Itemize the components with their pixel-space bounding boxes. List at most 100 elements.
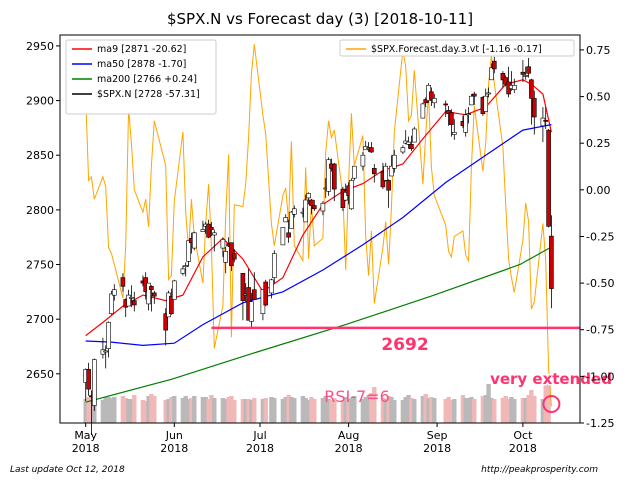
right-tick-label: -0.50 [586,277,614,290]
candle-body [220,239,226,249]
candle-body [529,79,534,99]
candle-body [429,91,434,100]
volume-bar [320,398,326,423]
volume-bar [526,395,531,423]
volume-bar [243,399,248,423]
candle-body [409,144,414,150]
volume-bar [429,397,434,423]
candle-body [320,203,326,212]
right-tick-label: 0.50 [586,91,611,104]
x-tick-year: 2018 [246,442,274,455]
candle-body [303,199,309,223]
legend-label: ma200 [2766 +0.24] [97,74,197,85]
candle-body [486,92,491,95]
volume-bar [132,395,137,423]
candle-body [491,60,497,70]
left-tick-label: 2900 [26,95,54,108]
very-extended-label: very extended [490,370,612,388]
volume-bar [212,398,217,423]
legends: ma9 [2871 -20.62] ma50 [2878 -1.70] ma200 … [65,39,575,115]
right-tick-label: -1.25 [586,417,614,430]
candle-body [360,154,366,167]
candle-body [212,232,217,236]
volume-bar [289,397,294,423]
volume-bar [523,398,528,423]
candle-body [543,120,549,122]
legend-label: ma9 [2871 -20.62] [97,44,186,55]
volume-bar [360,399,366,423]
volume-bar [466,398,471,423]
volume-bar [383,399,388,423]
candle-body [269,279,274,294]
volume-bar [340,400,346,423]
candle-body [249,301,254,322]
volume-bar [180,398,186,423]
candle-body [511,85,517,91]
volume-bar [386,396,391,423]
volume-bar [143,401,148,423]
candle-body [112,289,117,296]
volume-bar [240,399,246,423]
volume-bar [312,399,317,423]
candle-body [149,286,154,290]
chart-title: $SPX.N vs Forecast day (3) [2018-10-11] [167,10,473,28]
volume-bar [232,400,237,423]
volume-bar [380,398,386,423]
candle-body [471,93,477,97]
candle-body [103,350,108,353]
volume-bar [469,397,474,423]
candle-body [500,73,506,81]
volume-bar [363,397,368,423]
right-tick-label: 0.75 [586,44,611,57]
volume-bar [146,396,151,423]
volume-bar [329,400,334,423]
legend-label: ma50 [2878 -1.70] [97,59,186,70]
volume-bar [486,384,491,423]
right-tick-label: 0.25 [586,137,611,150]
candle-body [172,280,177,300]
candle-body [451,132,457,135]
rsi-label: RSI-7=6 [324,387,390,406]
candle-body [109,293,114,315]
candle-body [449,112,454,125]
highlight-circle [542,395,561,413]
left-tick-label: 2750 [26,259,54,272]
candle-body [326,159,331,192]
right-tick-label: 0.00 [586,184,611,197]
forecast-series [85,44,552,407]
volume-bar [543,381,548,423]
volume-bar [500,398,506,423]
candle-body [309,199,314,206]
volume-bar [286,395,291,423]
candle-body [549,235,554,289]
legend-label: $SPX.N [2728 -57.31] [97,89,200,100]
candle-body [291,208,297,215]
volume-bar [260,399,266,423]
left-tick-label: 2700 [26,313,54,326]
volume-bar [403,397,408,423]
volume-bar [103,397,108,423]
candle-body [463,114,469,133]
candle-body [420,103,426,119]
right-tick-label: -1.00 [586,370,614,383]
volume-bar [300,396,306,423]
left-tick-label: 2850 [26,149,54,162]
volume-bar [100,400,106,423]
source-url-text: http://peakprosperity.com [481,465,598,475]
candle-body [180,268,186,274]
volume-bar [123,398,128,423]
volume-bar [203,397,208,423]
volume-bar [412,399,417,423]
x-tick-year: 2018 [335,442,363,455]
support-label: 2692 [381,335,428,355]
volume-bar [426,398,431,423]
candle-body [152,292,157,297]
candle-body [383,165,389,181]
candle-body [351,165,357,179]
volume-bar [520,398,526,423]
candle-body [232,253,237,260]
volume-bar [506,399,511,423]
candle-body [86,369,91,390]
volume-bar [349,398,354,423]
volume-bar [323,396,328,423]
